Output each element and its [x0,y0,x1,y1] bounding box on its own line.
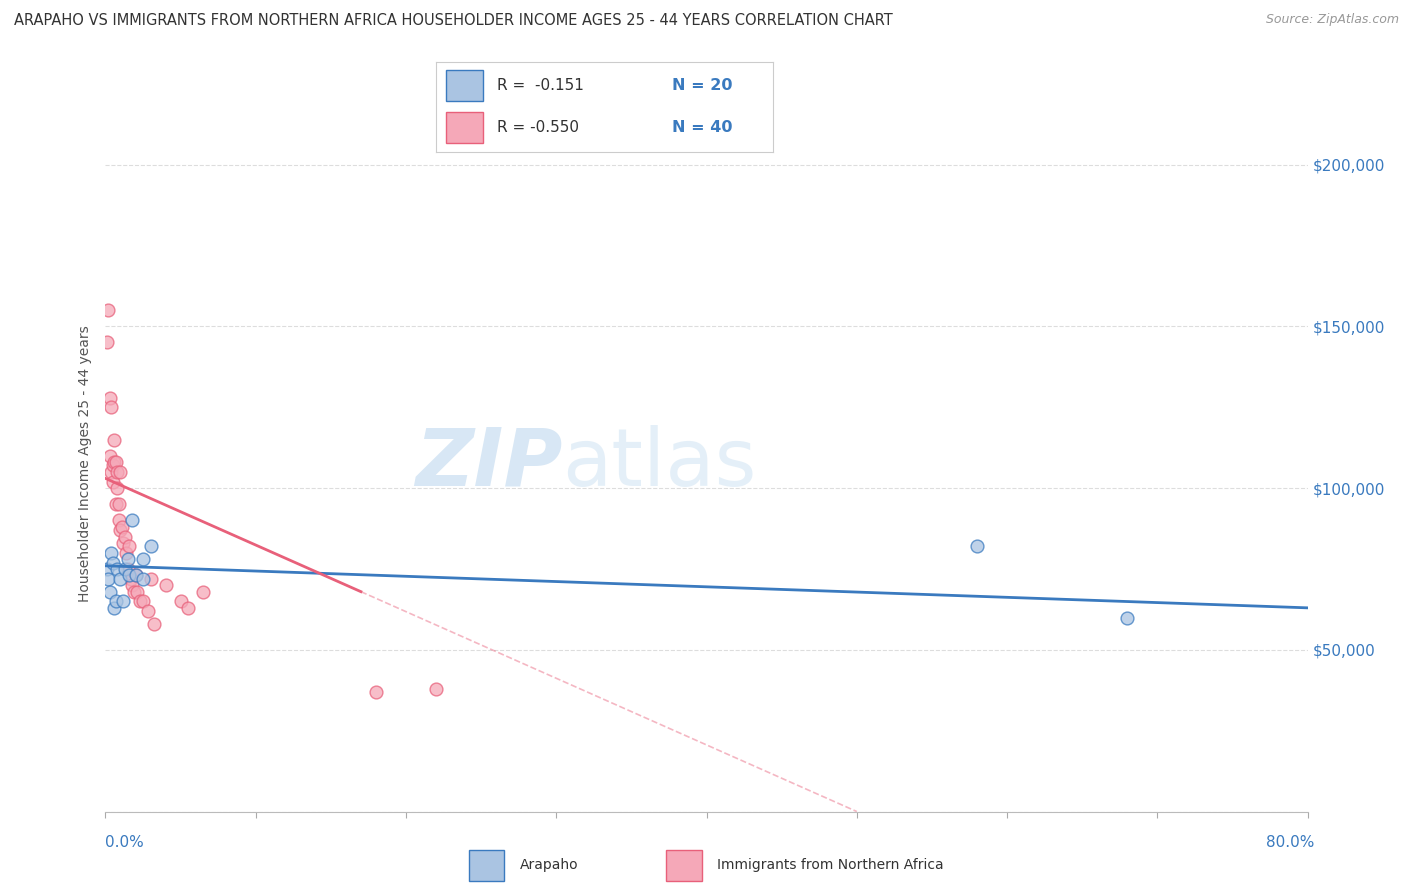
Point [96,335,118,350]
Text: 0.0%: 0.0% [105,836,145,850]
Point [107,562,129,576]
Point [111,520,134,534]
Point [120,572,142,586]
Point [100,546,122,560]
Point [966,540,988,554]
Text: ARAPAHO VS IMMIGRANTS FROM NORTHERN AFRICA HOUSEHOLDER INCOME AGES 25 - 44 YEARS: ARAPAHO VS IMMIGRANTS FROM NORTHERN AFRI… [14,13,893,29]
Point [139,540,162,554]
Point [364,685,387,699]
Point [101,475,124,489]
Point [97,303,120,318]
Text: ZIP: ZIP [415,425,562,503]
Point [122,584,145,599]
Point [108,513,131,527]
Point [103,433,125,447]
Point [101,556,124,570]
Text: R = -0.550: R = -0.550 [496,120,579,135]
Point [103,455,125,469]
Point [1116,610,1139,624]
Point [98,584,121,599]
Point [114,562,136,576]
Point [191,584,214,599]
Text: N = 20: N = 20 [672,78,733,93]
Point [121,513,143,527]
Point [124,568,146,582]
Point [110,523,132,537]
Point [104,497,127,511]
Point [107,481,129,495]
Point [98,391,121,405]
Point [100,401,122,415]
Point [100,465,122,479]
FancyBboxPatch shape [446,112,484,143]
Point [129,594,152,608]
Point [115,546,138,560]
Point [110,572,132,586]
Point [139,572,162,586]
Point [132,572,155,586]
FancyBboxPatch shape [446,70,484,101]
Point [124,568,146,582]
Point [117,552,139,566]
Point [108,497,131,511]
Point [125,584,148,599]
Point [112,536,135,550]
Point [132,552,155,566]
Point [169,594,191,608]
Point [425,681,447,696]
FancyBboxPatch shape [666,849,702,881]
Text: R =  -0.151: R = -0.151 [496,78,583,93]
FancyBboxPatch shape [470,849,505,881]
Text: atlas: atlas [562,425,756,503]
Point [104,594,127,608]
Point [155,578,177,592]
Point [121,578,143,592]
Text: Immigrants from Northern Africa: Immigrants from Northern Africa [717,858,943,872]
Point [118,568,141,582]
Point [107,465,129,479]
Point [98,449,121,463]
Point [96,562,118,576]
Point [177,600,200,615]
Text: N = 40: N = 40 [672,120,733,135]
Point [101,458,124,473]
Point [103,600,125,615]
Point [114,530,136,544]
Point [118,540,141,554]
Point [112,594,135,608]
Point [142,617,165,632]
Y-axis label: Householder Income Ages 25 - 44 years: Householder Income Ages 25 - 44 years [77,326,91,602]
Text: Arapaho: Arapaho [520,858,578,872]
Point [97,572,120,586]
Point [104,455,127,469]
Text: Source: ZipAtlas.com: Source: ZipAtlas.com [1265,13,1399,27]
Point [110,465,132,479]
Point [136,604,159,618]
Text: 80.0%: 80.0% [1267,836,1315,850]
Point [117,562,139,576]
Point [132,594,155,608]
